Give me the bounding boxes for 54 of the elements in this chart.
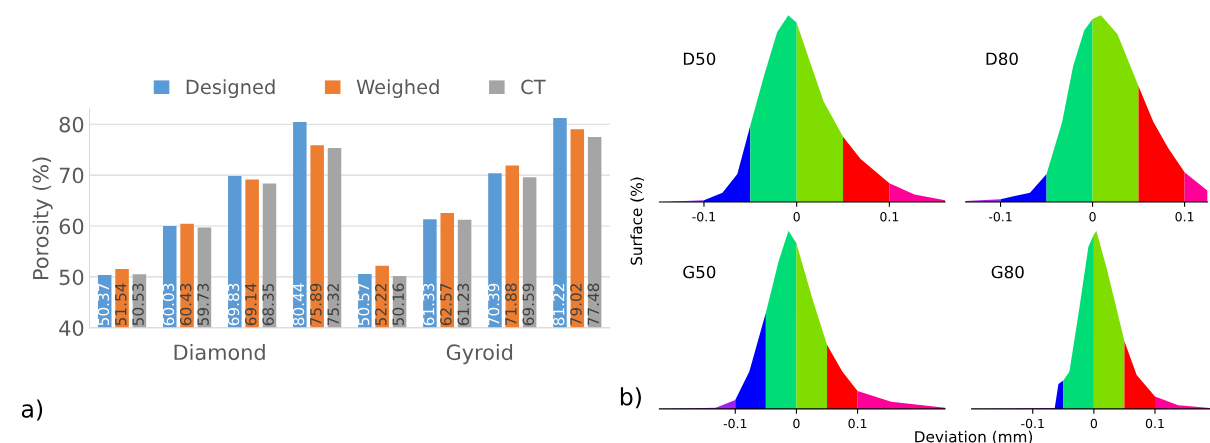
x-tick-label: -0.1 <box>988 211 1012 222</box>
x-tick-label: -0.1 <box>692 211 715 222</box>
data-label: 69.59 <box>522 283 535 326</box>
data-label: 60.03 <box>162 283 175 326</box>
legend-label: Designed <box>186 79 275 99</box>
data-label: 70.39 <box>487 283 500 326</box>
data-label: 69.83 <box>227 283 240 326</box>
data-label: 71.88 <box>505 283 517 326</box>
x-tick-label: 0.1 <box>1175 211 1194 222</box>
x-tick-label: -0.1 <box>1021 418 1044 429</box>
x-tick-label: 0.1 <box>1145 418 1164 429</box>
data-label: 50.57 <box>357 283 370 326</box>
data-label: 75.32 <box>327 284 339 326</box>
y-tick-label: 60 <box>59 218 84 235</box>
annotation: G50 <box>683 265 716 279</box>
data-label: 51.54 <box>115 283 127 326</box>
annotation: D50 <box>683 52 716 66</box>
data-label: 61.23 <box>457 283 470 326</box>
data-label: 79.02 <box>570 284 582 326</box>
x-tick-label: 0 <box>793 418 800 429</box>
data-label: 59.73 <box>197 283 209 326</box>
y-tick-label: 40 <box>59 320 84 337</box>
y-axis-title: Porosity (%) <box>32 157 53 279</box>
data-label: 75.89 <box>310 283 322 326</box>
legend-label: CT <box>521 79 546 95</box>
data-label: 80.44 <box>292 283 305 326</box>
x-tick-label: 0 <box>793 211 800 222</box>
data-label: 50.53 <box>132 283 144 326</box>
text: Diamond <box>174 344 265 361</box>
text: a) <box>21 399 43 421</box>
data-label: 60.43 <box>179 283 192 326</box>
x-tick-label: 0 <box>1089 211 1096 222</box>
y-axis-title: Surface (%) <box>630 177 645 265</box>
text: b) <box>620 387 641 409</box>
text: Gyroid <box>446 344 513 365</box>
data-label: 77.48 <box>587 283 600 326</box>
legend-label: Weighed <box>356 79 439 99</box>
x-tick-label: 0.1 <box>880 211 899 222</box>
data-label: 62.57 <box>440 283 452 326</box>
x-tick-label: 0.1 <box>848 418 867 429</box>
x-tick-label: 0 <box>1090 418 1098 429</box>
data-label: 68.35 <box>262 283 274 326</box>
data-label: 52.22 <box>375 284 387 326</box>
y-tick-label: 80 <box>59 116 84 133</box>
y-tick-label: 50 <box>59 269 84 286</box>
data-label: 50.37 <box>97 283 110 326</box>
data-label: 61.33 <box>422 283 435 326</box>
x-tick-label: -0.1 <box>723 418 747 429</box>
data-label: 81.22 <box>552 284 565 326</box>
annotation: G80 <box>991 265 1024 279</box>
annotation: D80 <box>986 52 1018 66</box>
y-tick-label: 70 <box>59 167 84 184</box>
data-label: 50.16 <box>392 283 404 326</box>
data-label: 69.14 <box>245 283 257 326</box>
